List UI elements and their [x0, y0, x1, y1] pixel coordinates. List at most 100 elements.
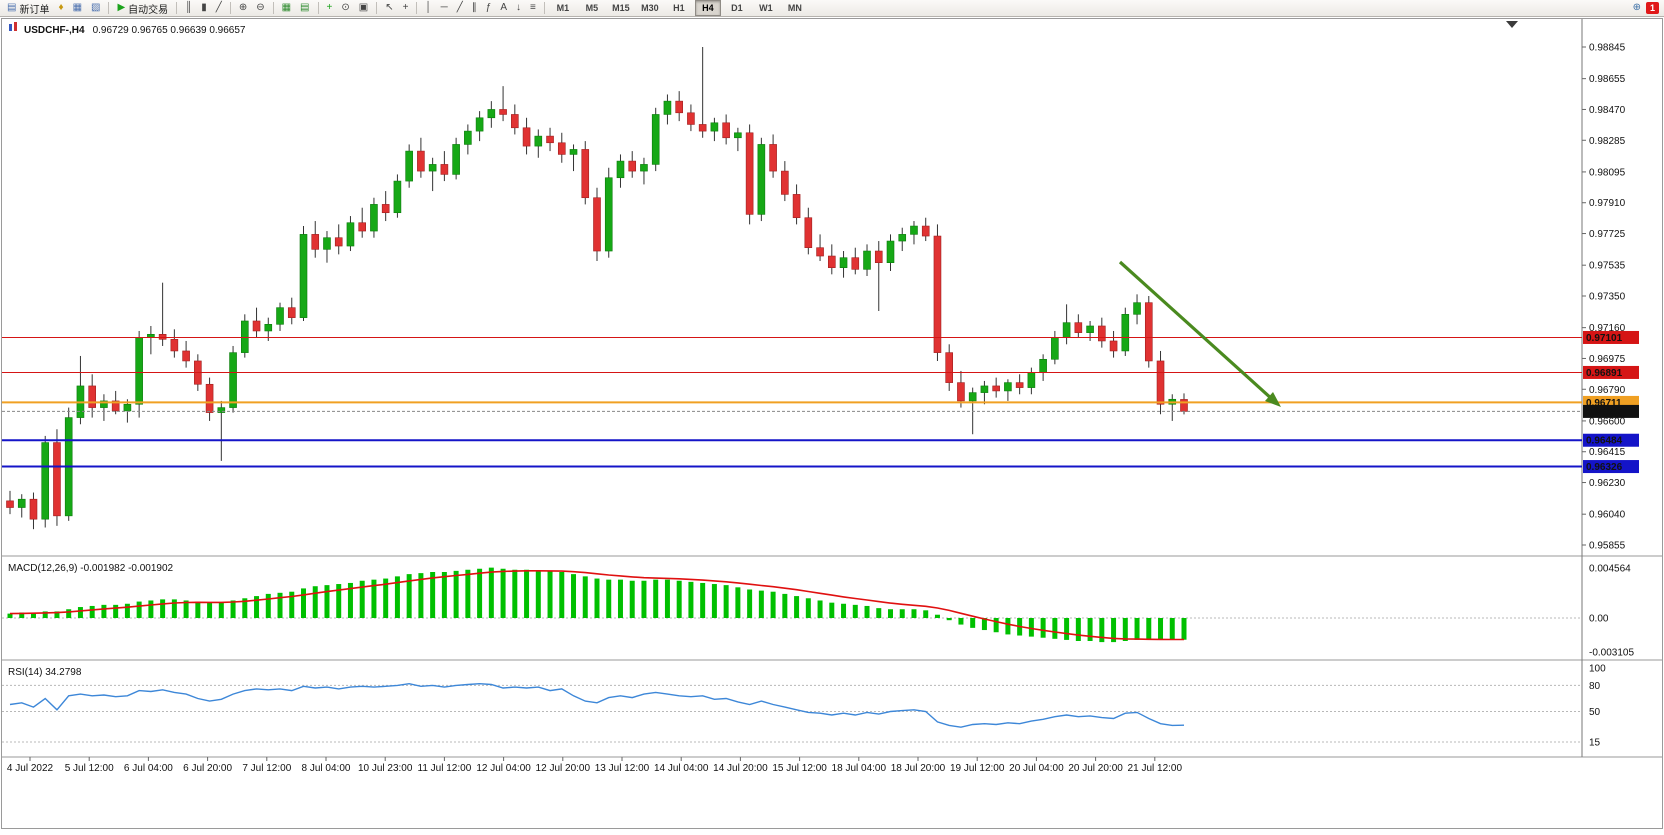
- candle-body: [17, 498, 26, 508]
- candle-body: [675, 100, 683, 114]
- indicators-button[interactable]: +: [323, 0, 337, 17]
- toolbar: ▤ 新订单 ♦ ▦ ▧ ▶ 自动交易 ║ ▮ ╱ ⊕ ⊖ ▦ ▤ + ⊙ ▣ ↖ + │ ─ ╱ ∥ ƒ A ↓ ≡ M1 M5 M15 M…: [0, 0, 1664, 17]
- candle-body: [276, 307, 284, 325]
- shapes-button[interactable]: ≡: [526, 0, 540, 17]
- timeframe-m30[interactable]: M30: [641, 3, 659, 13]
- tile-windows-button[interactable]: ▦: [278, 0, 295, 17]
- auto-trading-button[interactable]: ▶ 自动交易: [113, 0, 172, 17]
- price-axis-label: 0.98285: [1589, 136, 1626, 147]
- timeframe-m5[interactable]: M5: [585, 3, 599, 13]
- bar-chart-button[interactable]: ║: [181, 0, 196, 17]
- toolbar-separator: [108, 2, 110, 14]
- chart-window: 0.98845 0.98655 0.98470 0.98285 0.98095 0.979…: [0, 17, 1664, 830]
- zoom-search-button[interactable]: ⊕: [1629, 0, 1645, 17]
- new-order-button[interactable]: ▤ 新订单: [3, 0, 53, 17]
- notification-badge[interactable]: 1: [1645, 2, 1659, 14]
- price-axis-label: 0.98470: [1589, 105, 1626, 116]
- candle-body: [323, 237, 331, 250]
- candle-body: [252, 320, 261, 332]
- timeframe-m1[interactable]: M1: [556, 3, 570, 13]
- play-icon: ▶: [117, 2, 126, 13]
- candle-body: [910, 225, 918, 235]
- arrange-windows-button[interactable]: ▤: [296, 0, 313, 17]
- chart-title-icon: [9, 24, 12, 31]
- navigator-button[interactable]: ▧: [87, 0, 104, 17]
- time-axis-label: 13 Jul 12:00: [595, 763, 650, 774]
- candle-body: [170, 339, 179, 352]
- zoom-in-button[interactable]: ⊕: [235, 0, 251, 17]
- price-axis-label: 0.96600: [1589, 416, 1626, 427]
- candle-body: [299, 234, 308, 318]
- candle-body: [933, 235, 942, 353]
- candle-body: [616, 160, 625, 179]
- candle-body: [428, 164, 437, 172]
- price-axis-label: 0.95855: [1589, 540, 1626, 551]
- price-tag: [1583, 460, 1639, 474]
- rsi-axis-label: 100: [1589, 664, 1606, 675]
- horizontal-line-button[interactable]: ─: [437, 0, 452, 17]
- candle-body: [358, 222, 367, 232]
- alerts-button[interactable]: ♦: [54, 0, 67, 17]
- candle-body: [651, 114, 660, 165]
- candle-chart-button[interactable]: ▮: [197, 0, 211, 17]
- time-axis-label: 21 Jul 12:00: [1128, 763, 1183, 774]
- candle-body: [628, 160, 637, 172]
- timeframe-w1[interactable]: W1: [759, 3, 773, 13]
- price-axis-label: 0.98845: [1589, 43, 1626, 54]
- toolbar-separator: [272, 2, 274, 14]
- candle-body: [370, 204, 378, 232]
- magnifier-icon: ⊕: [1632, 2, 1641, 13]
- trend-arrow-line[interactable]: [1118, 260, 1274, 401]
- arrows-button[interactable]: ↓: [512, 0, 525, 17]
- rsi-line: [9, 682, 1185, 728]
- chart-shift-marker[interactable]: [1506, 21, 1518, 28]
- candle-body: [158, 334, 167, 340]
- time-axis-label: 20 Jul 04:00: [1009, 763, 1064, 774]
- candle-body: [1098, 325, 1106, 342]
- periods-button[interactable]: ⊙: [337, 0, 353, 17]
- price-axis-label: 0.96975: [1589, 354, 1626, 365]
- zoom-out-button[interactable]: ⊖: [252, 0, 268, 17]
- candle-body: [440, 164, 449, 175]
- market-watch-button[interactable]: ▦: [69, 0, 86, 17]
- time-axis-label: 5 Jul 12:00: [65, 763, 114, 774]
- candle-body: [769, 144, 777, 172]
- timeframe-h1[interactable]: H1: [673, 3, 685, 13]
- crosshair-button[interactable]: +: [399, 0, 413, 17]
- fibonacci-button[interactable]: ƒ: [482, 0, 496, 17]
- candle-body: [487, 109, 496, 119]
- candle-body: [921, 225, 930, 237]
- toolbar-separator: [229, 2, 231, 14]
- macd-axis-label: -0.003105: [1589, 648, 1634, 659]
- candle-body: [1004, 382, 1012, 392]
- chart-title: USDCHF-,H4 0.96729 0.96765 0.96639 0.9665…: [24, 25, 246, 36]
- trendline-button[interactable]: ╱: [453, 0, 467, 17]
- candle-body: [511, 114, 519, 129]
- candle-body: [205, 383, 214, 413]
- vertical-line-button[interactable]: │: [421, 0, 435, 17]
- trend-arrow-head[interactable]: [1265, 392, 1281, 407]
- channel-icon: ∥: [471, 2, 477, 13]
- timeframe-h4[interactable]: H4: [694, 0, 721, 16]
- line-chart-button[interactable]: ╱: [212, 0, 226, 17]
- text-button[interactable]: A: [496, 0, 511, 17]
- candle-body: [393, 180, 402, 214]
- candle-body: [569, 149, 578, 155]
- candle-body: [264, 324, 273, 332]
- price-axis-label: 0.97725: [1589, 229, 1626, 240]
- candle-body: [1074, 322, 1083, 333]
- timeframe-m15[interactable]: M15: [612, 3, 630, 13]
- timeframe-mn[interactable]: MN: [787, 3, 802, 13]
- candle-body: [217, 407, 226, 413]
- timeframe-d1[interactable]: D1: [731, 3, 743, 13]
- price-axis-label: 0.97910: [1589, 198, 1626, 209]
- price-axis-label: 0.98095: [1589, 167, 1626, 178]
- vertical-line-icon: │: [425, 2, 432, 13]
- channel-button[interactable]: ∥: [468, 0, 481, 17]
- time-axis-label: 10 Jul 23:00: [358, 763, 413, 774]
- toolbar-separator: [317, 2, 319, 14]
- price-tag: [1583, 330, 1639, 344]
- templates-button[interactable]: ▣: [355, 0, 372, 17]
- candle-body: [522, 127, 531, 147]
- cursor-button[interactable]: ↖: [381, 0, 397, 17]
